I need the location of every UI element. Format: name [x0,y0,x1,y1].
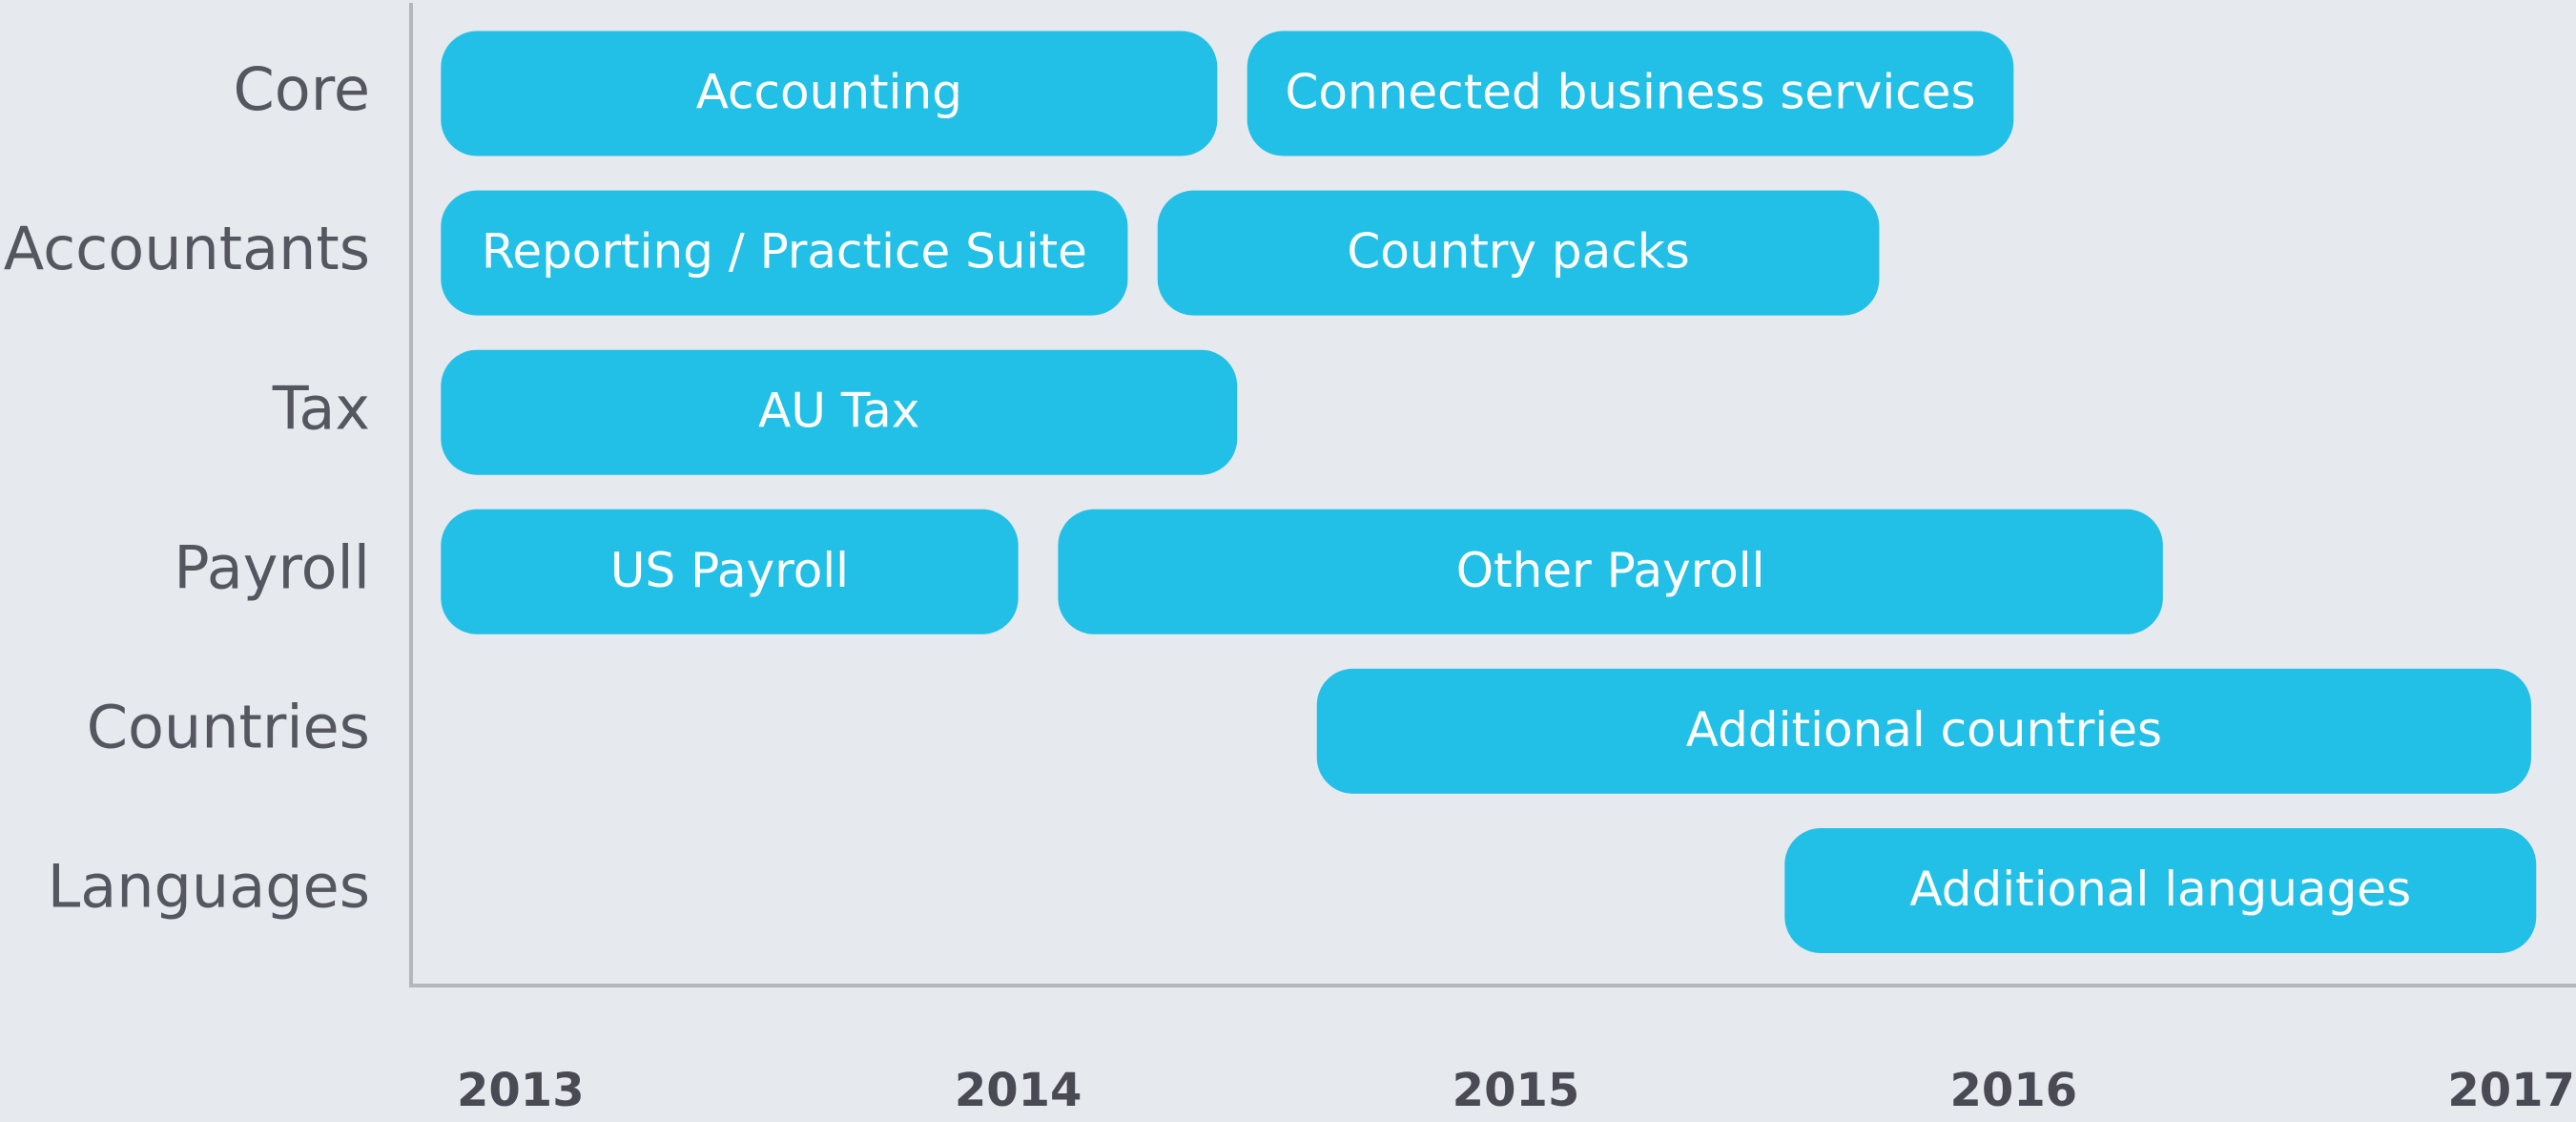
bar-label: Connected business services [1285,65,1975,120]
bar-label: Country packs [1347,224,1689,280]
bar-label: US Payroll [610,543,849,598]
x-tick-label: 2017 [2447,1064,2575,1117]
row-label: Accountants [4,214,370,283]
row-label: Payroll [174,532,370,602]
row-label: Countries [87,692,370,761]
x-tick-label: 2016 [1950,1064,2078,1117]
bar [1058,509,2163,634]
bar [441,31,1218,156]
bar [1157,190,1880,316]
bar-label: Additional languages [1909,862,2411,917]
bar-label: Additional countries [1686,702,2162,758]
bar-label: Reporting / Practice Suite [482,224,1087,280]
row-label: Tax [272,373,370,443]
row-label: Languages [48,852,370,922]
x-tick-label: 2013 [457,1064,585,1117]
bar [1247,31,2014,156]
x-tick-label: 2014 [955,1064,1082,1117]
bar [1316,668,2532,794]
bar-label: Accounting [696,65,962,120]
x-tick-label: 2015 [1453,1064,1580,1117]
row-label: Core [234,54,371,124]
bar [1784,828,2537,953]
bar-label: Other Payroll [1456,543,1765,598]
bar-label: AU Tax [758,384,919,439]
bar [441,190,1128,316]
bar [441,349,1238,475]
bar [441,509,1019,634]
